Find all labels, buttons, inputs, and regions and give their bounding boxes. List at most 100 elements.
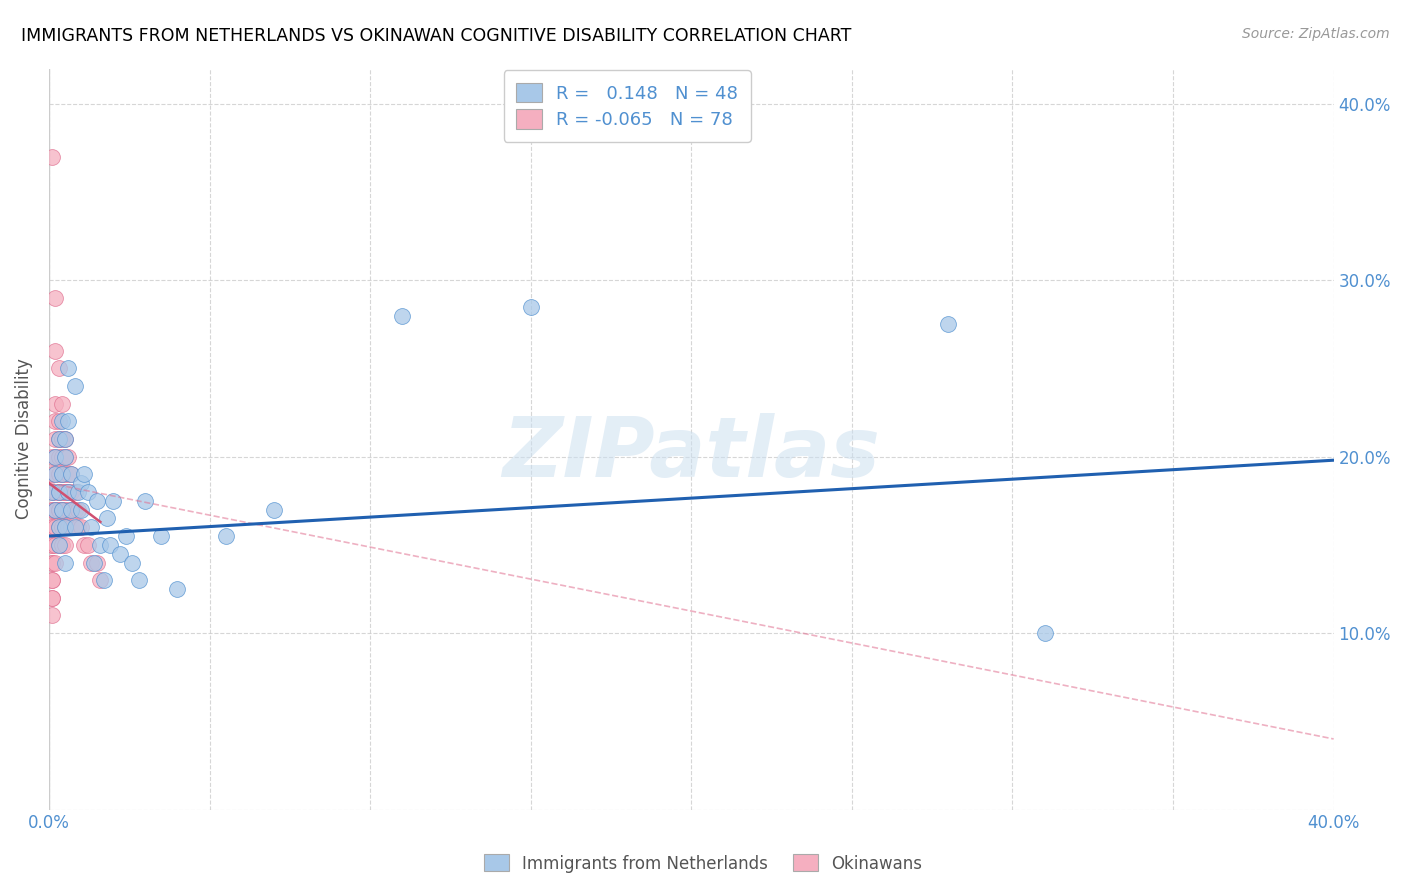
Point — [53, 450, 76, 464]
Point — [53, 467, 76, 482]
Point — [48, 467, 70, 482]
Point — [98, 538, 121, 552]
Point — [48, 432, 70, 446]
Point — [41, 485, 63, 500]
Point — [89, 573, 111, 587]
Point — [60, 485, 83, 500]
Point — [115, 529, 138, 543]
Point — [58, 450, 80, 464]
Point — [51, 432, 73, 446]
Point — [263, 502, 285, 516]
Point — [60, 467, 83, 482]
Point — [86, 556, 108, 570]
Point — [41, 150, 63, 164]
Point — [60, 520, 83, 534]
Point — [51, 467, 73, 482]
Point — [48, 538, 70, 552]
Point — [53, 485, 76, 500]
Point — [53, 502, 76, 516]
Point — [51, 538, 73, 552]
Point — [44, 502, 66, 516]
Point — [63, 520, 86, 534]
Point — [44, 450, 66, 464]
Point — [936, 318, 959, 332]
Point — [41, 450, 63, 464]
Point — [66, 485, 89, 500]
Point — [41, 467, 63, 482]
Point — [86, 493, 108, 508]
Point — [48, 502, 70, 516]
Point — [58, 520, 80, 534]
Point — [44, 414, 66, 428]
Point — [76, 538, 98, 552]
Point — [44, 502, 66, 516]
Point — [41, 573, 63, 587]
Point — [41, 591, 63, 605]
Point — [93, 573, 115, 587]
Point — [60, 502, 83, 516]
Point — [53, 432, 76, 446]
Point — [51, 397, 73, 411]
Point — [70, 520, 93, 534]
Point — [58, 502, 80, 516]
Point — [41, 573, 63, 587]
Point — [83, 556, 105, 570]
Legend: Immigrants from Netherlands, Okinawans: Immigrants from Netherlands, Okinawans — [477, 847, 929, 880]
Point — [48, 520, 70, 534]
Point — [150, 529, 173, 543]
Point — [41, 502, 63, 516]
Point — [58, 361, 80, 376]
Point — [1033, 626, 1056, 640]
Point — [80, 556, 103, 570]
Point — [41, 520, 63, 534]
Point — [391, 309, 413, 323]
Point — [44, 450, 66, 464]
Point — [44, 520, 66, 534]
Point — [53, 520, 76, 534]
Legend: R =   0.148   N = 48, R = -0.065   N = 78: R = 0.148 N = 48, R = -0.065 N = 78 — [503, 70, 751, 142]
Point — [60, 502, 83, 516]
Point — [41, 608, 63, 623]
Point — [41, 556, 63, 570]
Point — [44, 432, 66, 446]
Point — [134, 493, 156, 508]
Point — [48, 361, 70, 376]
Point — [58, 467, 80, 482]
Point — [44, 343, 66, 358]
Point — [58, 414, 80, 428]
Point — [63, 502, 86, 516]
Point — [51, 467, 73, 482]
Point — [66, 502, 89, 516]
Point — [48, 485, 70, 500]
Point — [48, 450, 70, 464]
Point — [519, 300, 541, 314]
Point — [73, 467, 96, 482]
Point — [51, 502, 73, 516]
Text: Source: ZipAtlas.com: Source: ZipAtlas.com — [1241, 27, 1389, 41]
Point — [41, 591, 63, 605]
Point — [41, 538, 63, 552]
Point — [70, 476, 93, 491]
Point — [41, 502, 63, 516]
Point — [96, 511, 118, 525]
Point — [48, 502, 70, 516]
Point — [51, 502, 73, 516]
Point — [108, 547, 131, 561]
Point — [41, 485, 63, 500]
Point — [53, 520, 76, 534]
Point — [48, 414, 70, 428]
Point — [58, 485, 80, 500]
Point — [60, 467, 83, 482]
Point — [76, 485, 98, 500]
Point — [66, 520, 89, 534]
Point — [53, 485, 76, 500]
Point — [53, 520, 76, 534]
Point — [44, 467, 66, 482]
Point — [44, 467, 66, 482]
Point — [44, 397, 66, 411]
Point — [44, 556, 66, 570]
Text: IMMIGRANTS FROM NETHERLANDS VS OKINAWAN COGNITIVE DISABILITY CORRELATION CHART: IMMIGRANTS FROM NETHERLANDS VS OKINAWAN … — [21, 27, 852, 45]
Point — [63, 379, 86, 393]
Point — [53, 450, 76, 464]
Point — [53, 556, 76, 570]
